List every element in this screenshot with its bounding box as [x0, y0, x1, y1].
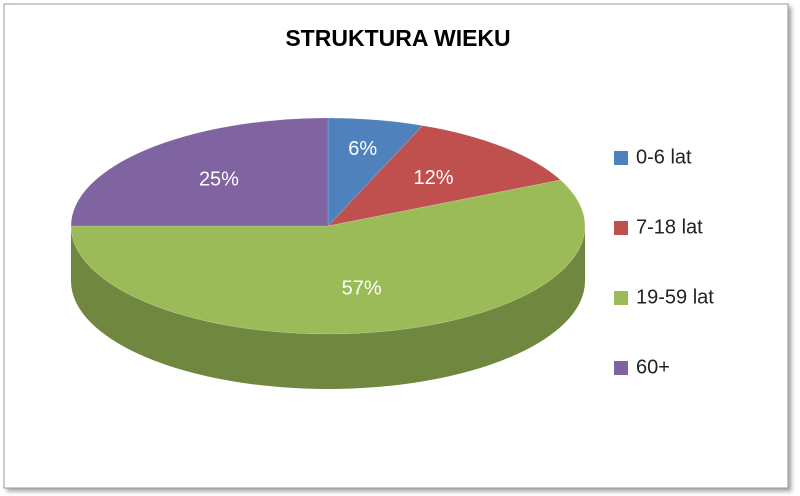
- legend-label: 19-59 lat: [636, 286, 714, 308]
- legend-label: 60+: [636, 356, 670, 378]
- legend-swatch: [614, 291, 628, 305]
- legend-swatch: [614, 221, 628, 235]
- legend-label: 7-18 lat: [636, 216, 703, 238]
- data-label: 6%: [348, 138, 377, 160]
- slice: [70, 179, 586, 335]
- pie-sides: [71, 226, 585, 389]
- pie-tops: [70, 117, 586, 335]
- data-label: 25%: [199, 168, 239, 190]
- legend: 0-6 lat 7-18 lat 19-59 lat 60+: [614, 146, 714, 378]
- data-labels: 6% 12% 57% 25%: [199, 138, 454, 300]
- legend-label: 0-6 lat: [636, 146, 692, 168]
- slice-side: [71, 226, 585, 389]
- slice: [327, 117, 424, 227]
- slice: [70, 117, 329, 227]
- legend-swatch: [614, 361, 628, 375]
- legend-swatch: [614, 151, 628, 165]
- chart-title: STRUKTURA WIEKU: [285, 25, 510, 51]
- data-label: 12%: [414, 167, 454, 189]
- slice: [327, 125, 562, 227]
- data-label: 57%: [342, 278, 382, 300]
